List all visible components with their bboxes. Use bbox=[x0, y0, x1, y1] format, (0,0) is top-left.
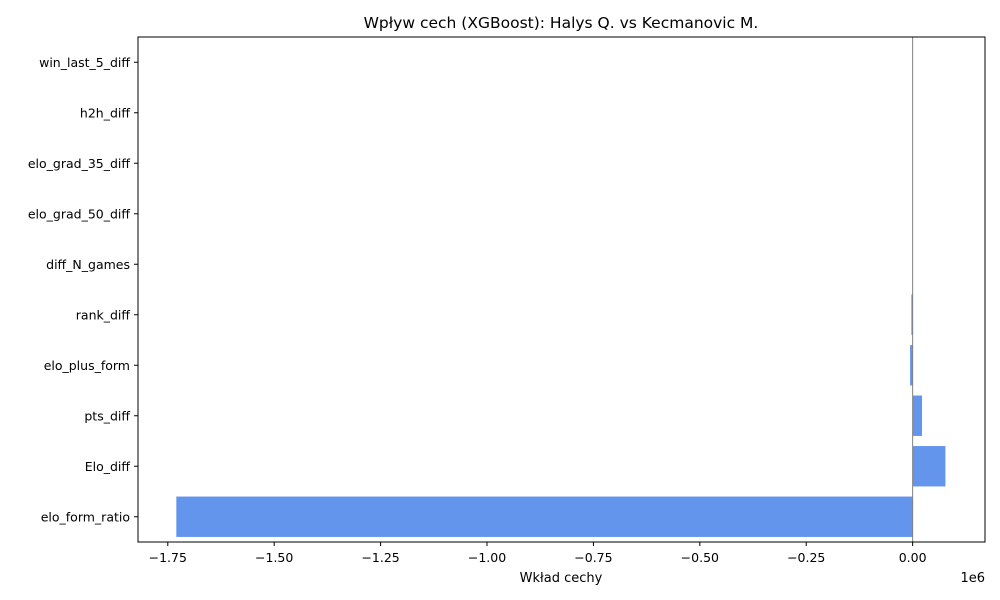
bar-Elo_diff bbox=[912, 446, 946, 487]
x-tick-label: −0.25 bbox=[787, 550, 825, 565]
x-tick-label: −1.00 bbox=[468, 550, 506, 565]
x-tick-label: −1.25 bbox=[361, 550, 399, 565]
x-tick-label: −0.50 bbox=[681, 550, 719, 565]
plot-frame bbox=[137, 36, 986, 543]
x-tick-label: 0.00 bbox=[899, 550, 927, 565]
x-tick-label: −1.75 bbox=[149, 550, 187, 565]
x-tick-label: −1.50 bbox=[255, 550, 293, 565]
y-tick-label: rank_diff bbox=[76, 307, 131, 322]
x-axis-ticks: −1.75 −1.50 −1.25 −1.00 −0.75 −0.50 −0.25 0.00 bbox=[149, 542, 927, 565]
x-tick-label: −0.75 bbox=[574, 550, 612, 565]
y-tick-label: diff_N_games bbox=[46, 257, 130, 272]
x-axis-offset-label: 1e6 bbox=[960, 571, 985, 586]
y-tick-label: Elo_diff bbox=[85, 459, 131, 474]
y-tick-label: elo_form_ratio bbox=[41, 509, 130, 524]
bar-pts_diff bbox=[912, 395, 923, 436]
y-tick-label: elo_grad_35_diff bbox=[28, 156, 131, 171]
y-tick-label: win_last_5_diff bbox=[39, 55, 130, 70]
bar-rank_diff bbox=[911, 294, 913, 335]
x-axis-label: Wkład cechy bbox=[520, 571, 603, 586]
bar-elo_plus_form bbox=[910, 345, 913, 386]
y-tick-label: elo_grad_50_diff bbox=[28, 206, 131, 221]
y-axis-ticks: win_last_5_diff h2h_diff elo_grad_35_diffe… bbox=[28, 55, 138, 524]
y-tick-label: pts_diff bbox=[84, 408, 130, 423]
y-tick-label: h2h_diff bbox=[80, 105, 130, 120]
chart-title: Wpływ cech (XGBoost): Halys Q. vs Kecman… bbox=[364, 14, 759, 32]
bar-elo_form_ratio bbox=[176, 496, 913, 537]
bars-group bbox=[176, 294, 946, 537]
y-tick-label: elo_plus_form bbox=[44, 358, 130, 373]
